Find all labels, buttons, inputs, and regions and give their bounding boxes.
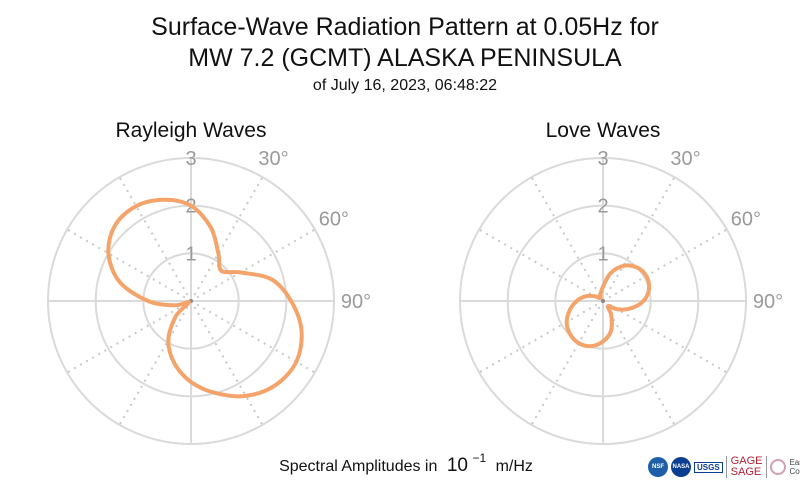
love-grid-ray-150 xyxy=(602,300,676,426)
figure-title-line-1: Surface-Wave Radiation Pattern at 0.05Hz… xyxy=(151,13,659,41)
rayleigh-grid-ray-30 xyxy=(190,176,264,302)
earthscope-logo: EarthScope Consortium xyxy=(770,458,800,476)
rayleigh-grid-ray-300 xyxy=(66,228,192,302)
love-waves-panel: Love Waves 1 2 3 30° 60° 90° xyxy=(459,119,783,445)
gage-sage-logo: GAGE SAGE xyxy=(725,455,768,478)
caption-base: 10 xyxy=(447,455,468,476)
rayleigh-grid-ray-210 xyxy=(118,300,192,426)
nsf-logo: NSF xyxy=(648,457,668,477)
love-radiation-pattern-line xyxy=(564,263,652,349)
sponsor-logos: NSF NASA USGS GAGE SAGE EarthScope Conso… xyxy=(648,449,800,485)
love-grid-circle-1 xyxy=(554,252,652,350)
love-r-tick-1: 1 xyxy=(597,243,608,265)
rayleigh-theta-tick-30: 30° xyxy=(258,148,288,170)
love-theta-tick-30: 30° xyxy=(670,148,700,170)
rayleigh-grid-ray-240 xyxy=(66,300,192,374)
earthscope-label: EarthScope xyxy=(789,458,800,467)
love-center-dot xyxy=(601,299,605,303)
figure-title-line-2: MW 7.2 (GCMT) ALASKA PENINSULA xyxy=(188,44,622,72)
rayleigh-grid-ray-120 xyxy=(190,300,316,374)
rayleigh-radiation-pattern-line xyxy=(106,197,304,399)
rayleigh-grid-ray-150 xyxy=(190,300,264,426)
love-grid-ray-210 xyxy=(530,300,604,426)
rayleigh-panel-title: Rayleigh Waves xyxy=(116,119,267,142)
earthscope-text: EarthScope Consortium xyxy=(789,458,800,476)
figure-subtitle: of July 16, 2023, 06:48:22 xyxy=(313,77,497,94)
caption-unit: m/Hz xyxy=(496,458,533,475)
love-grid-ray-60 xyxy=(602,228,728,302)
rayleigh-r-tick-3: 3 xyxy=(185,148,196,170)
rayleigh-grid-circle-3 xyxy=(47,157,335,445)
love-r-tick-2: 2 xyxy=(597,196,608,218)
nasa-logo: NASA xyxy=(671,457,691,477)
amplitude-caption: Spectral Amplitudes in 10 −1 m/Hz xyxy=(279,449,533,476)
love-grid-circle-3 xyxy=(459,157,747,445)
love-grid-ray-30 xyxy=(602,176,676,302)
love-grid-circle-2 xyxy=(506,204,700,398)
rayleigh-theta-tick-60: 60° xyxy=(319,209,349,231)
sage-label: SAGE xyxy=(730,466,762,478)
rayleigh-r-tick-1: 1 xyxy=(185,243,196,265)
love-grid-ray-300 xyxy=(478,228,604,302)
usgs-logo: USGS xyxy=(694,461,723,473)
love-r-tick-3: 3 xyxy=(597,148,608,170)
love-grid-ray-240 xyxy=(478,300,604,374)
consortium-label: Consortium xyxy=(789,467,800,476)
love-grid-ray-330 xyxy=(530,176,604,302)
rayleigh-grid-ray-330 xyxy=(118,176,192,302)
rayleigh-theta-tick-90: 90° xyxy=(341,291,371,313)
love-panel-title: Love Waves xyxy=(546,119,661,142)
love-grid-ray-120 xyxy=(602,300,728,374)
gage-label: GAGE xyxy=(730,455,763,467)
caption-exponent: −1 xyxy=(472,451,486,465)
love-theta-tick-60: 60° xyxy=(731,209,761,231)
caption-prefix: Spectral Amplitudes in xyxy=(279,458,437,475)
earthscope-mark-icon xyxy=(770,459,787,475)
love-theta-tick-90: 90° xyxy=(753,291,783,313)
rayleigh-grid-ray-60 xyxy=(190,228,316,302)
